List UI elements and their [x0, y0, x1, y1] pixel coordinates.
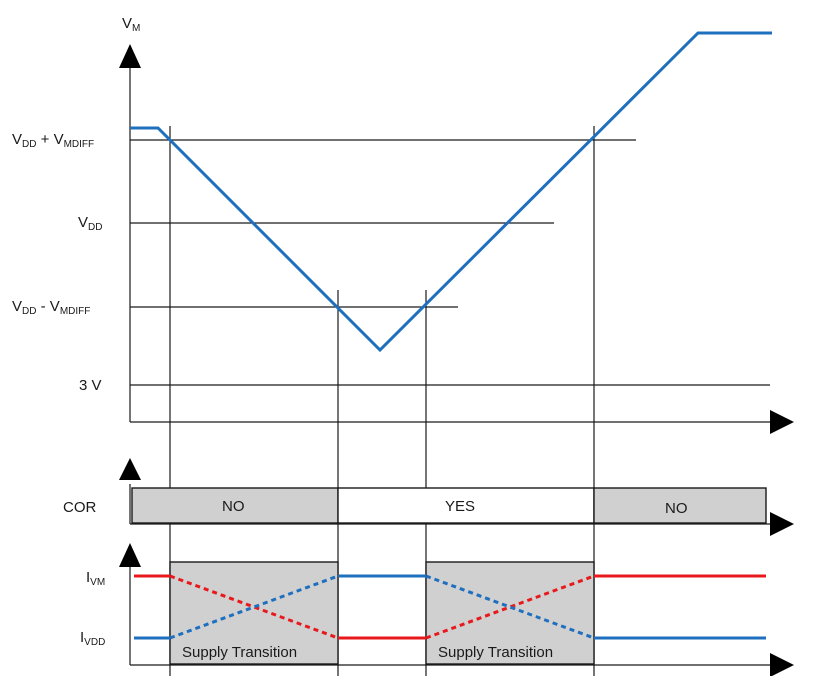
- ivdd-trace: [134, 574, 766, 640]
- transition-box-1: [169, 561, 339, 665]
- label-vdd-plus-vmdiff: VDD + VMDIFF: [12, 131, 94, 150]
- cor-segment-yes: [337, 487, 595, 524]
- transition-label-2: Supply Transition: [438, 644, 553, 661]
- vm-x-axis-arrow: [770, 410, 794, 434]
- cor-segment-yes-label: YES: [445, 498, 475, 515]
- cor-x-axis-arrow: [770, 512, 794, 536]
- label-3v: 3 V: [79, 377, 102, 394]
- cor-y-axis-arrow: [119, 458, 141, 480]
- label-ivdd: IVDD: [80, 629, 105, 648]
- current-row: IVM IVDD Supply Transition Supply Transi…: [80, 543, 794, 676]
- cor-segment-no-1: [131, 487, 339, 524]
- cor-segment-no-2: [593, 487, 767, 524]
- label-ivm: IVM: [86, 569, 105, 588]
- current-y-axis-arrow: [119, 543, 141, 567]
- cor-row: COR NO YES NO: [63, 458, 794, 536]
- vm-trace: [130, 31, 772, 353]
- label-vdd: VDD: [78, 214, 102, 233]
- current-x-axis-arrow: [770, 653, 794, 676]
- vm-axis: VM: [119, 15, 794, 434]
- transition-box-2: [425, 561, 595, 665]
- cor-label: COR: [63, 499, 97, 516]
- vm-y-axis-arrow: [119, 44, 141, 68]
- level-lines: [130, 139, 770, 386]
- level-labels: VDD + VMDIFF VDD VDD - VMDIFF 3 V: [12, 131, 102, 394]
- cor-segment-no-1-label: NO: [222, 498, 245, 515]
- ivm-trace: [134, 574, 766, 640]
- label-vdd-minus-vmdiff: VDD - VMDIFF: [12, 298, 90, 317]
- transition-label-1: Supply Transition: [182, 644, 297, 661]
- vm-axis-label: VM: [122, 15, 140, 34]
- cor-segment-no-2-label: NO: [665, 500, 688, 517]
